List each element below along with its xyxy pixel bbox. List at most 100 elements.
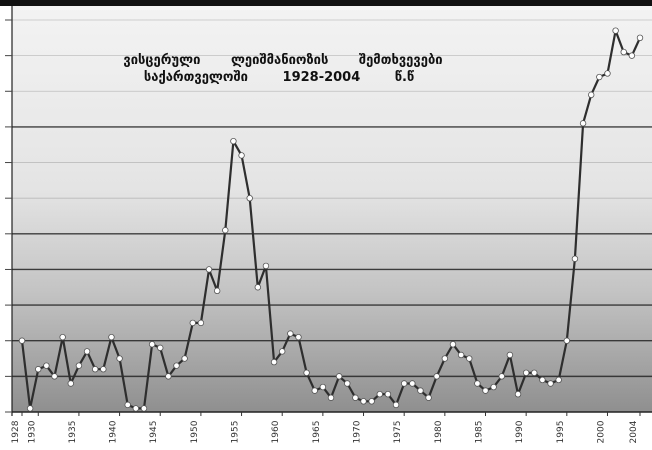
x-tick-label: 1955 (231, 421, 241, 444)
data-point (392, 401, 400, 409)
data-point (612, 27, 619, 34)
data-point (254, 284, 262, 291)
data-point (384, 390, 392, 398)
data-point (205, 266, 213, 273)
data-point (279, 348, 286, 355)
data-point (132, 405, 140, 412)
data-point (636, 34, 644, 42)
y-ticks (5, 19, 12, 413)
x-tick-label: 1928 (11, 420, 21, 443)
data-point (230, 137, 237, 145)
data-point (344, 380, 351, 387)
data-point (522, 369, 530, 376)
data-point (425, 394, 432, 401)
chart-title-line-1: ვისცერული ლეიშმანიოზის შემთხვევები (123, 53, 443, 68)
data-point (311, 387, 318, 394)
data-point (490, 383, 497, 391)
data-point (246, 194, 253, 202)
x-tick-label: 1940 (109, 420, 119, 443)
data-point (449, 341, 457, 348)
data-point (506, 351, 514, 359)
data-point (368, 398, 375, 405)
data-point (148, 341, 156, 348)
data-point (222, 227, 229, 234)
data-point (498, 373, 505, 380)
data-point (319, 383, 327, 391)
data-point (604, 70, 611, 77)
data-point (352, 394, 359, 401)
x-tick-label: 2000 (596, 420, 606, 443)
data-point (457, 351, 465, 359)
data-point (360, 398, 367, 405)
x-tick-label: 1975 (393, 421, 403, 444)
x-tick-label: 1980 (434, 420, 444, 443)
data-point (400, 380, 408, 387)
gridlines (12, 19, 652, 378)
data-point (433, 373, 440, 380)
x-tick-label: 1965 (312, 421, 322, 444)
data-point (262, 262, 270, 270)
data-point (100, 366, 107, 373)
data-point (83, 348, 91, 355)
data-point (165, 373, 172, 380)
data-point (620, 48, 627, 56)
data-point (596, 73, 603, 81)
data-point (181, 355, 188, 362)
data-point (295, 333, 302, 341)
data-point (67, 380, 74, 387)
data-point (628, 52, 636, 59)
data-point (303, 369, 310, 376)
data-point (417, 387, 424, 394)
data-point (335, 373, 343, 380)
x-tick-label: 1985 (475, 421, 485, 444)
data-point (376, 390, 383, 398)
data-point (441, 355, 449, 362)
data-point (287, 330, 294, 337)
data-point (270, 358, 278, 366)
data-point (539, 376, 546, 384)
data-point (197, 319, 205, 327)
x-tick-label: 1960 (271, 420, 281, 443)
data-point (563, 337, 571, 344)
data-point (514, 390, 522, 398)
plot-background (12, 6, 652, 412)
data-point (409, 380, 416, 387)
data-point (189, 319, 196, 327)
data-point (547, 380, 554, 387)
data-point (213, 287, 221, 295)
data-point (116, 355, 123, 362)
x-tick-label: 2004 (629, 420, 639, 443)
data-point (579, 120, 587, 127)
x-tick-label: 1935 (68, 421, 78, 444)
data-point (238, 152, 245, 159)
top-border (0, 0, 652, 6)
x-tick-label: 1970 (353, 420, 363, 443)
data-points (18, 27, 644, 412)
x-tick-label: 1950 (190, 420, 200, 443)
data-point (466, 355, 473, 362)
data-point (108, 333, 115, 341)
data-point (35, 366, 42, 373)
x-ticks: 1928 1930 1935 1940 1945 1950 1955 1960 1965 1970… (11, 412, 641, 444)
data-point (531, 369, 538, 376)
x-tick-label: 1930 (27, 420, 37, 443)
data-point (173, 362, 180, 369)
data-point (59, 333, 66, 341)
x-tick-label: 1995 (556, 421, 566, 444)
x-tick-label: 1945 (149, 421, 159, 444)
data-point (588, 91, 595, 99)
x-tick-label: 1990 (515, 420, 525, 443)
data-point (555, 376, 562, 384)
chart-title-line-2: საქართველოში 1928-2004 წ.წ (143, 70, 415, 85)
data-point (91, 366, 99, 373)
data-point (75, 362, 83, 369)
data-point (51, 373, 58, 380)
data-point (140, 405, 148, 412)
data-point (327, 394, 335, 401)
data-point (26, 405, 34, 412)
data-point (482, 387, 489, 394)
data-point (474, 380, 481, 387)
data-point (157, 344, 164, 352)
